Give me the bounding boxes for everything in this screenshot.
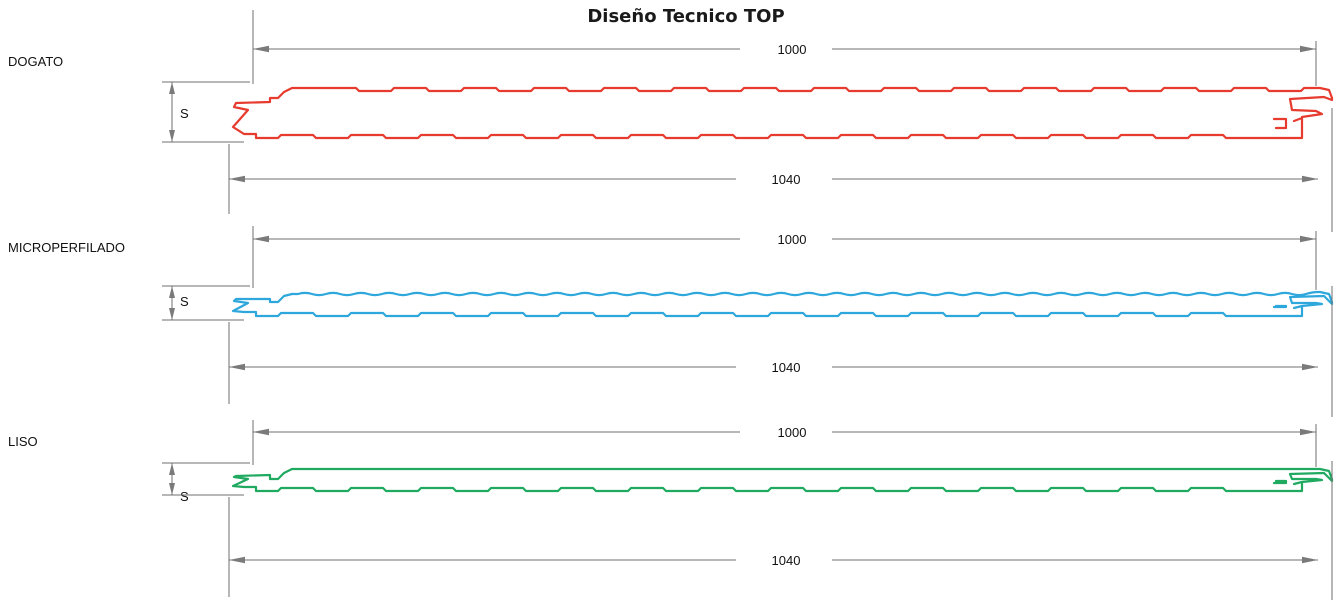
- panel-label: DOGATO: [8, 54, 63, 69]
- arrowhead-left: [253, 45, 269, 53]
- arrowhead-right: [1302, 363, 1318, 371]
- panel-liso: LISO 1000 1040 S: [8, 425, 1334, 568]
- arrowhead-right: [1300, 235, 1316, 243]
- arrowhead-left: [229, 175, 245, 183]
- dimension-inner-label: 1000: [778, 425, 807, 440]
- panel-profile: [231, 467, 1334, 493]
- thickness-label: S: [180, 106, 189, 121]
- arrowhead-right: [1300, 45, 1316, 53]
- arrowhead-up: [169, 286, 175, 298]
- dimension-outer-label: 1040: [772, 172, 801, 187]
- dimension-outer-label: 1040: [772, 360, 801, 375]
- arrowhead-down: [169, 483, 175, 495]
- arrowhead-up: [169, 82, 175, 94]
- arrowhead-right: [1302, 175, 1318, 183]
- dimension-inner-label: 1000: [778, 42, 807, 57]
- dimension-lines: [162, 10, 1333, 600]
- panel-profile: [231, 86, 1334, 140]
- arrowhead-left: [229, 556, 245, 564]
- arrowhead-down: [169, 130, 175, 142]
- panel-label: LISO: [8, 434, 38, 449]
- panel-dogato: DOGATO 1000 1040 S: [8, 42, 1334, 187]
- dimension-outer-label: 1040: [772, 553, 801, 568]
- arrowhead-down: [169, 308, 175, 320]
- dimension-inner-label: 1000: [778, 232, 807, 247]
- arrowhead-left: [253, 428, 269, 436]
- drawing-title: Diseño Tecnico TOP: [587, 6, 784, 27]
- thickness-label: S: [180, 489, 189, 504]
- arrowhead-up: [169, 463, 175, 475]
- arrowhead-right: [1300, 428, 1316, 436]
- panel-microperfilado: MICROPERFILADO 1000 1040 S: [8, 232, 1334, 375]
- arrowhead-left: [253, 235, 269, 243]
- thickness-label: S: [180, 294, 189, 309]
- arrowhead-right: [1302, 556, 1318, 564]
- panel-label: MICROPERFILADO: [8, 240, 125, 255]
- arrowhead-left: [229, 363, 245, 371]
- panel-profile: [231, 290, 1334, 318]
